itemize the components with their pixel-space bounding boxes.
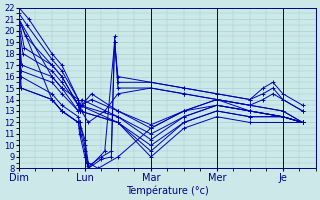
X-axis label: Température (°c): Température (°c) — [126, 185, 209, 196]
